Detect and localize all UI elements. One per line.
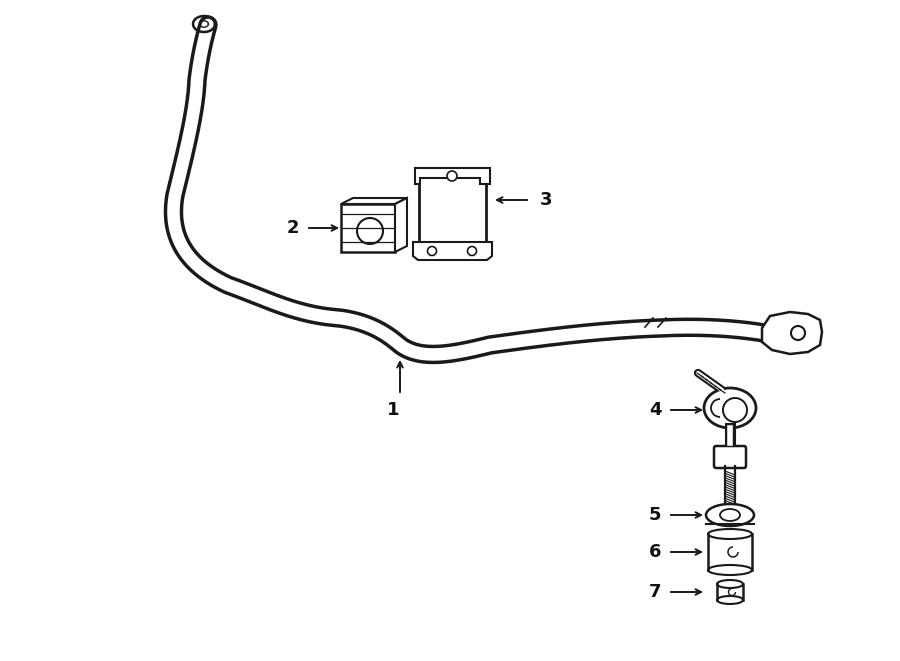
Ellipse shape (704, 388, 756, 428)
Ellipse shape (357, 218, 383, 244)
Text: 5: 5 (649, 506, 662, 524)
Text: 3: 3 (540, 191, 553, 209)
Polygon shape (341, 204, 395, 252)
Ellipse shape (717, 596, 743, 604)
Ellipse shape (708, 529, 752, 539)
Polygon shape (762, 312, 822, 354)
Ellipse shape (723, 398, 747, 422)
Ellipse shape (791, 326, 805, 340)
Ellipse shape (720, 509, 740, 521)
Ellipse shape (447, 171, 457, 181)
Ellipse shape (467, 247, 476, 256)
Polygon shape (415, 168, 490, 184)
Text: 4: 4 (649, 401, 662, 419)
Text: 2: 2 (287, 219, 299, 237)
Text: 6: 6 (649, 543, 662, 561)
Text: 7: 7 (649, 583, 662, 601)
Ellipse shape (706, 504, 754, 526)
Ellipse shape (717, 580, 743, 588)
Text: 1: 1 (387, 401, 400, 419)
Ellipse shape (708, 565, 752, 575)
Polygon shape (395, 198, 407, 252)
FancyBboxPatch shape (714, 446, 746, 468)
Ellipse shape (428, 247, 436, 256)
Polygon shape (341, 198, 407, 204)
Polygon shape (413, 242, 492, 260)
